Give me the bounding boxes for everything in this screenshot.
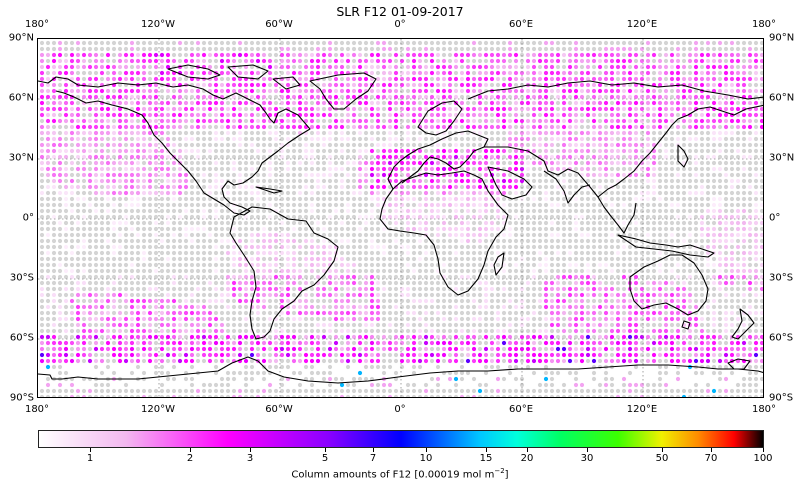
latitude-label: 30°N [769,152,795,164]
colorbar-tick-label: 2 [186,453,194,464]
map-plot-area [37,38,764,398]
colorbar-label-end: ] [504,469,509,481]
latitude-label: 60°S [9,332,34,344]
colorbar-label: Column amounts of F12 [0.00019 mol m−2] [0,467,800,480]
colorbar-tick-label: 5 [321,453,329,464]
colorbar [38,430,764,448]
colorbar-tick-mark [763,448,764,452]
latitude-label: 30°N [8,152,34,164]
coastlines [38,64,763,384]
latitude-label: 30°S [9,272,34,284]
longitude-label: 0° [394,19,406,30]
colorbar-tick-label: 50 [655,453,669,464]
longitude-label: 60°W [265,19,293,30]
latitude-label: 60°N [769,92,795,104]
colorbar-tick-mark [527,448,528,452]
colorbar-tick-mark [486,448,487,452]
colorbar-label-text: Column amounts of F12 [0.00019 mol m [291,469,495,481]
colorbar-tick-label: 15 [479,453,493,464]
colorbar-tick-mark [662,448,663,452]
longitude-label: 120°E [626,404,658,415]
colorbar-tick-mark [426,448,427,452]
colorbar-tick-mark [373,448,374,452]
colorbar-tick-label: 100 [753,453,773,464]
longitude-label: 120°E [626,19,658,30]
latitude-label: 90°S [9,392,34,404]
latitude-label: 90°S [769,392,794,404]
longitude-label: 180° [24,404,50,415]
colorbar-label-exponent: −2 [494,467,505,475]
longitude-label: 120°W [141,19,175,30]
latitude-label: 60°N [8,92,34,104]
colorbar-tick-mark [90,448,91,452]
colorbar-tick-label: 7 [369,453,377,464]
longitude-label: 180° [751,404,777,415]
data-dot-grid [39,40,763,397]
colorbar-tick-mark [250,448,251,452]
colorbar-tick-label: 20 [520,453,534,464]
map-title: SLR F12 01-09-2017 [336,4,464,19]
colorbar-tick-label: 1 [86,453,94,464]
colorbar-tick-mark [711,448,712,452]
latitude-label: 0° [22,212,34,224]
colorbar-tick-mark [325,448,326,452]
latitude-label: 30°S [769,272,794,284]
colorbar-tick-label: 3 [246,453,254,464]
longitude-label: 180° [24,19,50,30]
latitude-label: 60°S [769,332,794,344]
longitude-label: 180° [751,19,777,30]
colorbar-tick-label: 30 [580,453,594,464]
graticule [38,39,763,397]
colorbar-tick-mark [587,448,588,452]
longitude-label: 60°E [508,404,534,415]
colorbar-tick-label: 10 [419,453,433,464]
colorbar-tick-mark [190,448,191,452]
longitude-label: 0° [394,404,406,415]
latitude-label: 0° [769,212,781,224]
longitude-label: 60°W [265,404,293,415]
colorbar-tick-label: 70 [704,453,718,464]
longitude-label: 120°W [141,404,175,415]
latitude-label: 90°N [769,32,795,44]
longitude-label: 60°E [508,19,534,30]
latitude-label: 90°N [8,32,34,44]
